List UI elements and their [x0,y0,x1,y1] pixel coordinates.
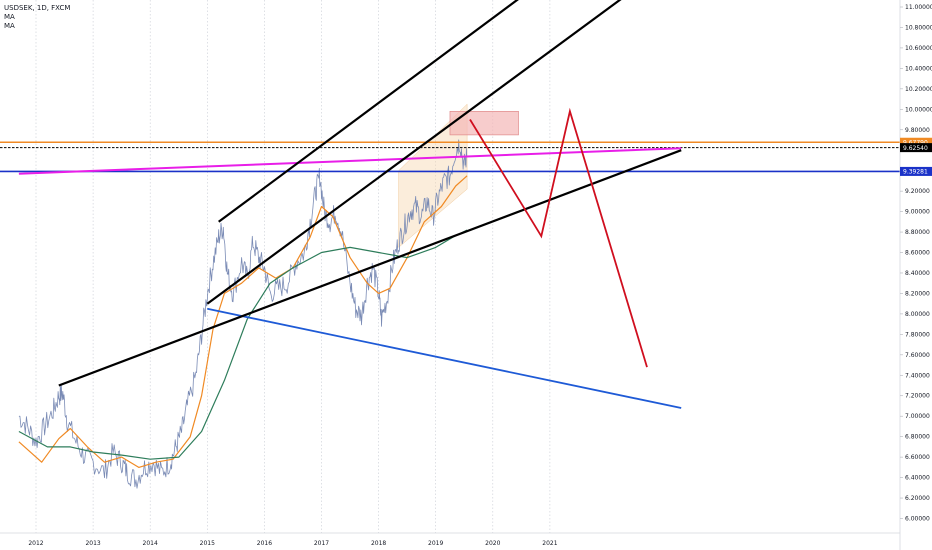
indicator-label-ma-1[interactable]: MA [4,13,15,21]
price-tick-label: 10.40000 [905,65,932,72]
price-tick-label: 11.00000 [905,4,932,11]
price-tag-label: 9.39281 [903,169,928,176]
price-tick-label: 7.60000 [905,352,930,359]
time-tick-label: 2020 [485,540,500,547]
price-tag-label: 9.62540 [903,145,928,152]
price-tag: 9.39281 [900,166,932,176]
time-tick-label: 2021 [542,540,557,547]
price-tick-label: 9.00000 [905,209,930,216]
price-tag-background [900,166,932,176]
time-tick-label: 2019 [428,540,443,547]
price-tick-label: 6.40000 [905,475,930,482]
forecast-path-line [469,107,648,368]
price-axis[interactable]: 11.00000 10.80000 10.60000 10.40000 10.20000… [899,0,932,550]
time-tick-label: 2016 [257,540,272,547]
price-tick-label: 8.40000 [905,270,930,277]
price-tick-label: 8.00000 [905,311,930,318]
series-layer [18,139,468,489]
black-trend-line-3 [58,149,682,387]
symbol-label[interactable]: USDSEK, 1D, FXCM [4,4,71,12]
black-trend-line-1 [218,0,519,223]
price-tick-label: 10.00000 [905,106,932,113]
price-tag-background [900,137,932,147]
black-trend-line-2 [206,0,622,305]
drawing-layer [398,103,519,248]
moving-average-line-1 [18,175,468,468]
target-zone-box [449,110,519,136]
price-tick-label: 6.60000 [905,454,930,461]
magenta-trend-line [18,147,682,175]
price-tick-label: 7.00000 [905,413,930,420]
price-tag: 9.67790 [900,137,932,147]
price-tick-label: 9.20000 [905,188,930,195]
moving-average-line-2 [18,229,468,460]
price-tag: 9.62540 [900,143,932,153]
price-tick-label: 10.20000 [905,86,932,93]
price-tick-label: 6.20000 [905,495,930,502]
price-tick-label: 6.00000 [905,516,930,523]
price-tick-label: 8.60000 [905,250,930,257]
price-tick-label: 7.80000 [905,331,930,338]
price-tick-label: 6.80000 [905,434,930,441]
price-tick-label: 9.80000 [905,127,930,134]
chart-legend: USDSEK, 1D, FXCM MA MA [4,4,70,31]
price-tick-label: 7.20000 [905,393,930,400]
price-tick-label: 8.20000 [905,290,930,297]
price-tick-label: 10.80000 [905,24,932,31]
price-tag-background [900,143,932,153]
trend-channel-box [398,103,468,248]
price-series-line [18,139,468,489]
drawing-overlay-layer [0,0,900,409]
time-tick-label: 2015 [200,540,215,547]
time-tick-label: 2012 [28,540,43,547]
time-tick-label: 2014 [143,540,158,547]
price-tag-label: 9.67790 [903,139,928,146]
price-tick-label: 10.60000 [905,45,932,52]
time-axis[interactable]: 2012 2013 2014 2015 2016 2017 2018 2019 2020 2021 [0,532,900,547]
time-tick-label: 2018 [371,540,386,547]
time-tick-label: 2013 [85,540,100,547]
time-tick-label: 2017 [314,540,329,547]
indicator-label-ma-2[interactable]: MA [4,22,15,30]
blue-trend-line [207,307,682,409]
price-tick-label: 8.80000 [905,229,930,236]
price-tick-label: 7.40000 [905,372,930,379]
